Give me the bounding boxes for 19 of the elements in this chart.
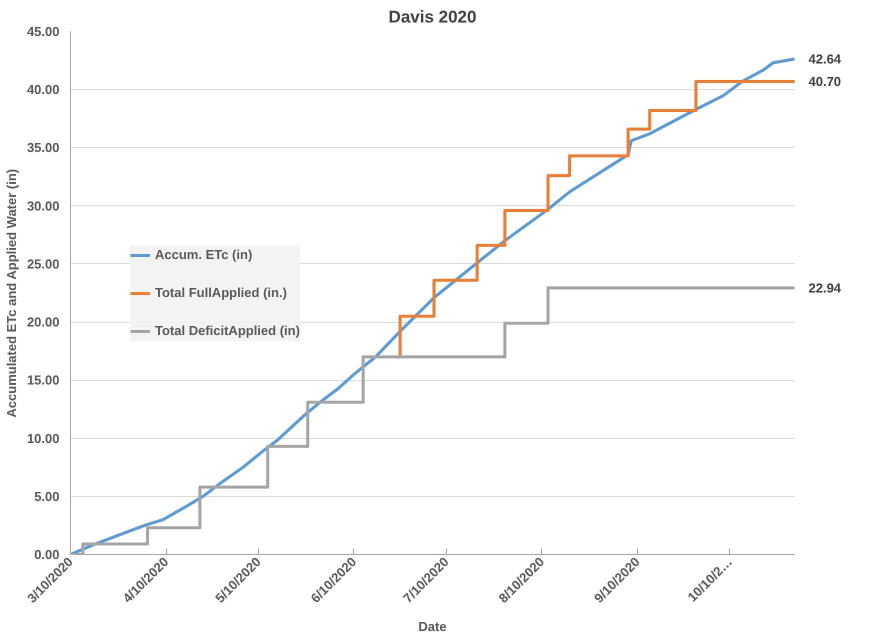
x-axis-title: Date [418,618,447,634]
y-tick-label: 5.00 [34,488,60,504]
y-axis-title: Accumulated ETc and Applied Water (in) [4,168,19,418]
y-tick-label: 30.00 [26,198,60,214]
legend-label: Total DeficitApplied (in) [155,323,300,338]
y-tick-label: 40.00 [26,82,60,98]
legend-label: Accum. ETc (in) [155,247,252,262]
data-label: 40.70 [808,74,842,89]
y-tick-label: 0.00 [34,547,60,562]
y-tick-label: 15.00 [26,372,60,388]
y-tick-label: 20.00 [26,314,60,330]
data-label: 22.94 [808,280,842,296]
y-tick-label: 45.00 [26,24,60,39]
y-tick-label: 25.00 [26,256,60,272]
y-tick-label: 35.00 [26,140,60,156]
chart-title: Davis 2020 [388,8,476,26]
legend-label: Total FullApplied (in.) [155,285,287,300]
y-tick-label: 10.00 [26,430,60,446]
data-label: 42.64 [808,51,842,66]
